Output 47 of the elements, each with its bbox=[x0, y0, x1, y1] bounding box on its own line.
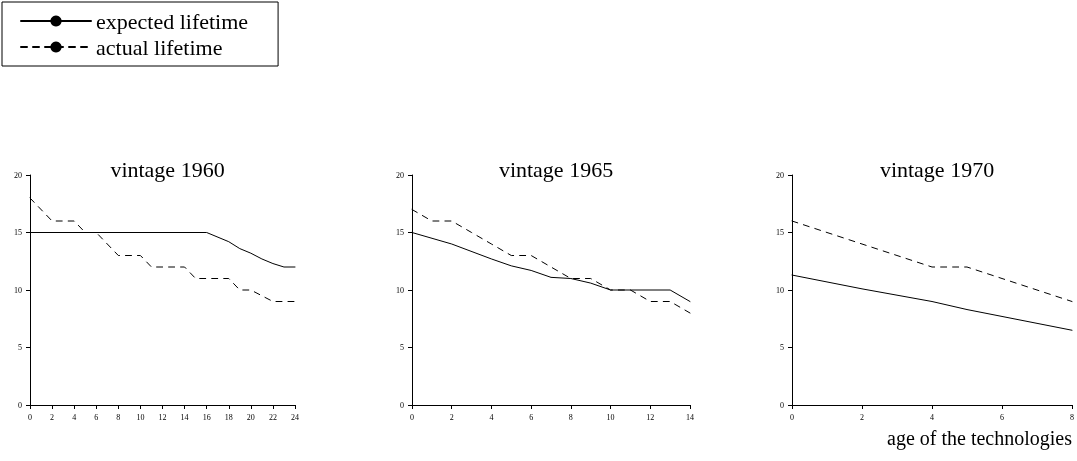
chart-title: vintage 1965 bbox=[498, 156, 614, 182]
x-tick-label: 0 bbox=[28, 412, 32, 422]
x-tick-label: 8 bbox=[116, 412, 121, 422]
x-tick-label: 4 bbox=[72, 412, 77, 422]
chart-title: vintage 1970 bbox=[879, 156, 995, 182]
x-axis-title: age of the technologies bbox=[887, 427, 1073, 450]
y-tick-label: 10 bbox=[396, 285, 404, 295]
y-tick-label: 0 bbox=[400, 400, 404, 410]
x-tick-label: 0 bbox=[410, 412, 414, 422]
x-tick-label: 12 bbox=[158, 412, 167, 422]
x-tick-label: 2 bbox=[50, 412, 55, 422]
y-tick-label: 10 bbox=[14, 285, 22, 295]
x-tick-label: 14 bbox=[686, 412, 694, 422]
x-tick-label: 2 bbox=[449, 412, 454, 422]
x-tick-label: 22 bbox=[268, 412, 277, 422]
y-tick-label: 5 bbox=[780, 343, 784, 352]
x-tick-label: 10 bbox=[136, 412, 145, 422]
legend-label: expected lifetime bbox=[96, 8, 249, 34]
x-tick-label: 12 bbox=[646, 412, 655, 422]
y-tick-label: 20 bbox=[776, 170, 784, 180]
x-tick-label: 24 bbox=[291, 412, 299, 422]
y-tick-label: 5 bbox=[18, 343, 22, 352]
y-tick-label: 5 bbox=[400, 343, 404, 352]
x-tick-label: 16 bbox=[202, 412, 211, 422]
y-tick-label: 15 bbox=[776, 228, 784, 237]
x-tick-label: 6 bbox=[1000, 412, 1004, 422]
x-tick-label: 2 bbox=[860, 412, 864, 422]
x-tick-label: 4 bbox=[489, 412, 494, 422]
y-tick-label: 20 bbox=[14, 170, 22, 180]
x-tick-label: 20 bbox=[246, 412, 255, 422]
x-tick-label: 0 bbox=[790, 412, 794, 422]
x-tick-label: 8 bbox=[568, 412, 573, 422]
y-tick-label: 0 bbox=[780, 400, 784, 410]
y-tick-label: 10 bbox=[776, 285, 784, 295]
y-tick-label: 20 bbox=[396, 170, 404, 180]
legend-label: actual lifetime bbox=[96, 34, 223, 60]
x-tick-label: 6 bbox=[529, 412, 534, 422]
x-tick-label: 6 bbox=[94, 412, 99, 422]
x-tick-label: 4 bbox=[930, 412, 934, 422]
x-tick-label: 18 bbox=[224, 412, 233, 422]
y-tick-label: 0 bbox=[18, 400, 22, 410]
x-tick-label: 14 bbox=[180, 412, 189, 422]
y-tick-label: 15 bbox=[14, 228, 22, 237]
x-tick-label: 10 bbox=[606, 412, 615, 422]
y-tick-label: 15 bbox=[396, 228, 404, 237]
x-tick-label: 8 bbox=[1070, 412, 1074, 422]
chart-title: vintage 1960 bbox=[110, 156, 225, 182]
